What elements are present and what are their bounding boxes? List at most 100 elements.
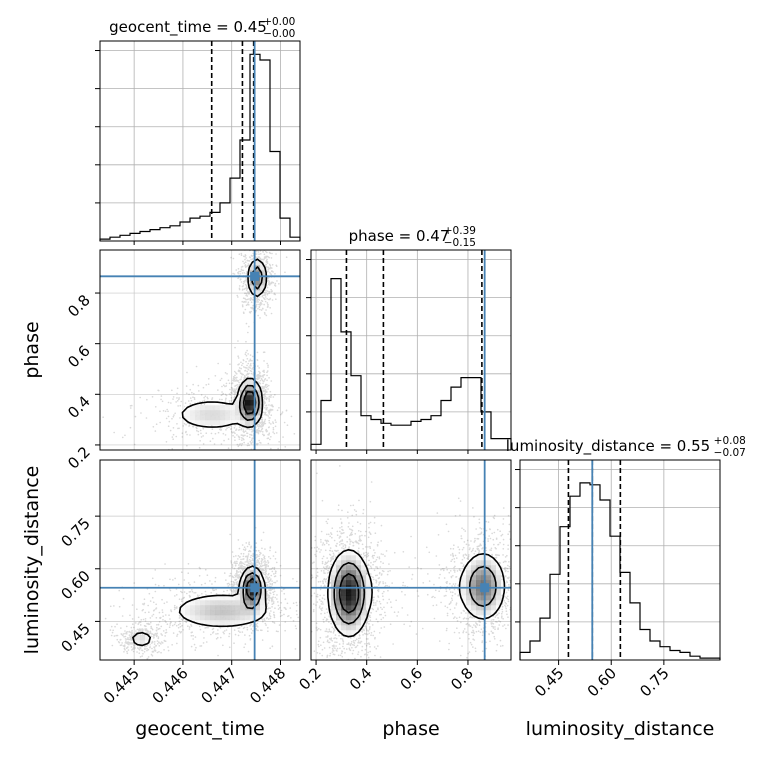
- density-cell: [341, 555, 347, 561]
- density-cell: [356, 625, 362, 631]
- density-cell: [331, 580, 337, 586]
- density-cell: [245, 570, 251, 576]
- density-cell: [366, 595, 372, 601]
- density-cell: [240, 385, 246, 391]
- density-cell: [356, 620, 362, 626]
- density-cell: [220, 605, 226, 611]
- density-cell: [336, 575, 342, 581]
- density-cell: [351, 605, 357, 611]
- density-cell: [255, 405, 261, 411]
- density-cell: [496, 580, 502, 586]
- density-cell: [255, 280, 261, 286]
- density-cell: [185, 615, 191, 621]
- x-tick-label: 0.445: [100, 664, 143, 707]
- density-cell: [336, 590, 342, 596]
- density-cell: [245, 395, 251, 401]
- density-cell: [210, 420, 216, 426]
- density-cell: [225, 620, 231, 626]
- density-cell: [260, 605, 266, 611]
- density-cell: [351, 615, 357, 621]
- density-cell: [250, 565, 256, 571]
- density-cell: [140, 640, 146, 646]
- density-cell: [491, 580, 497, 586]
- density-cell: [476, 555, 482, 561]
- density-cell: [200, 610, 206, 616]
- density-cell: [190, 420, 196, 426]
- density-cell: [185, 610, 191, 616]
- density-cell: [351, 570, 357, 576]
- density-cell: [341, 590, 347, 596]
- density-cell: [351, 595, 357, 601]
- density-cell: [230, 600, 236, 606]
- density-cell: [341, 630, 347, 636]
- density-cell: [486, 580, 492, 586]
- density-cell: [356, 580, 362, 586]
- density-cell: [346, 580, 352, 586]
- density-cell: [336, 565, 342, 571]
- x-axis-label-luminosity_distance: luminosity_distance: [526, 718, 715, 740]
- density-cell: [491, 570, 497, 576]
- density-cell: [351, 610, 357, 616]
- scatter-panel-geocent_time-phase: [99, 249, 301, 451]
- density-cell: [240, 415, 246, 421]
- density-cell: [496, 565, 502, 571]
- density-cell: [250, 575, 256, 581]
- density-cell: [205, 615, 211, 621]
- density-cell: [466, 595, 472, 601]
- density-cell: [481, 600, 487, 606]
- density-cell: [230, 410, 236, 416]
- density-cell: [215, 610, 221, 616]
- density-cell: [461, 575, 467, 581]
- density-cell: [496, 575, 502, 581]
- density-cell: [260, 265, 266, 271]
- x-tick-label: 0.446: [149, 664, 192, 707]
- scatter-panel-geocent_time-luminosity_distance: [99, 459, 301, 661]
- density-cell: [356, 605, 362, 611]
- x-tick-label: 0.8: [447, 664, 477, 694]
- density-cell: [486, 595, 492, 601]
- density-cell: [341, 580, 347, 586]
- density-cell: [341, 565, 347, 571]
- density-cell: [351, 630, 357, 636]
- density-cell: [235, 415, 241, 421]
- density-cell: [195, 405, 201, 411]
- density-cell: [336, 580, 342, 586]
- density-cell: [215, 420, 221, 426]
- density-cell: [245, 405, 251, 411]
- density-cell: [351, 550, 357, 556]
- density-cell: [496, 590, 502, 596]
- density-cell: [205, 595, 211, 601]
- density-cell: [195, 420, 201, 426]
- density-cell: [205, 405, 211, 411]
- density-cell: [346, 590, 352, 596]
- density-cell: [255, 415, 261, 421]
- density-cell: [496, 600, 502, 606]
- density-cell: [351, 560, 357, 566]
- scatter-panel-phase-luminosity_distance: [310, 459, 512, 661]
- density-cell: [220, 405, 226, 411]
- density-cell: [240, 605, 246, 611]
- panel-frame: [99, 249, 301, 451]
- density-cell: [210, 595, 216, 601]
- y-tick-label: 0.4: [64, 392, 94, 422]
- truth-marker: [250, 583, 260, 593]
- density-cell: [346, 550, 352, 556]
- density-cell: [260, 595, 266, 601]
- density-cell: [240, 420, 246, 426]
- density-cell: [220, 615, 226, 621]
- density-cell: [215, 595, 221, 601]
- density-cell: [190, 605, 196, 611]
- density-cell: [351, 590, 357, 596]
- x-tick-label: 0.60: [584, 664, 620, 700]
- density-cell: [341, 570, 347, 576]
- density-cell: [240, 575, 246, 581]
- panel-frame: [99, 459, 301, 661]
- density-cell: [331, 615, 337, 621]
- density-cell: [461, 570, 467, 576]
- density-cell: [235, 405, 241, 411]
- density-cell: [486, 555, 492, 561]
- density-cell: [336, 600, 342, 606]
- density-cell: [341, 615, 347, 621]
- density-cell: [361, 570, 367, 576]
- contour-line: [333, 562, 497, 625]
